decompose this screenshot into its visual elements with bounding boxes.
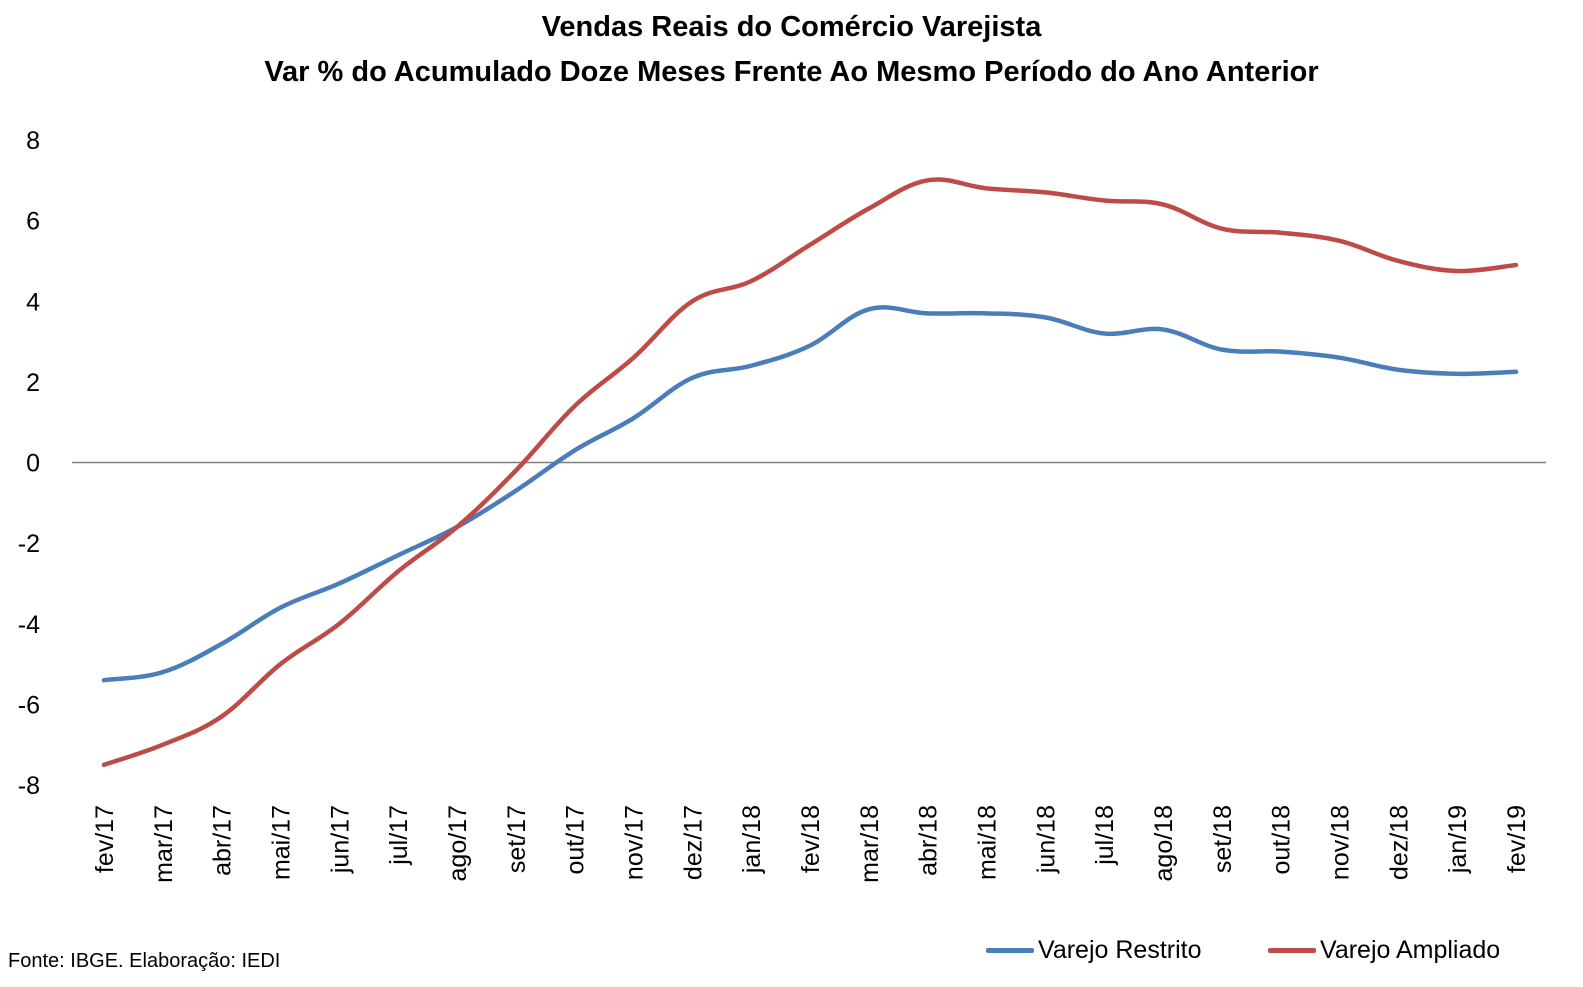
- x-tick-label: mai/18: [974, 805, 1002, 880]
- y-tick-label: 6: [26, 208, 40, 236]
- legend-label-ampliado: Varejo Ampliado: [1320, 936, 1501, 964]
- series-line-varejo-restrito: [101, 305, 1519, 683]
- x-tick-label: mar/18: [856, 805, 884, 883]
- x-tick-label: jul/17: [385, 805, 413, 866]
- x-tick-label: mar/17: [150, 805, 178, 883]
- y-axis-ticks: 8 6 4 2 0 -2 -4 -6 -8: [18, 127, 40, 800]
- y-tick-label: -4: [18, 611, 40, 639]
- x-tick-label: jun/17: [326, 805, 354, 874]
- y-tick-label: 8: [26, 127, 40, 155]
- legend-swatch-ampliado: [1268, 948, 1316, 953]
- x-axis-ticks: fev/17 mar/17 abr/17 mai/17 jun/17 jul/17 ago/…: [91, 805, 1531, 883]
- y-tick-label: 2: [26, 369, 40, 397]
- x-tick-label: jul/18: [1091, 805, 1119, 866]
- chart-title: Vendas Reais do Comércio Varejista: [541, 11, 1042, 43]
- x-tick-label: abr/18: [915, 805, 943, 876]
- x-tick-label: abr/17: [209, 805, 237, 876]
- x-tick-label: set/18: [1209, 805, 1237, 873]
- source-note: Fonte: IBGE. Elaboração: IEDI: [8, 950, 281, 972]
- x-tick-label: out/18: [1268, 805, 1296, 875]
- chart-subtitle: Var % do Acumulado Doze Meses Frente Ao …: [264, 56, 1319, 88]
- x-tick-label: fev/19: [1503, 805, 1531, 873]
- x-tick-label: nov/17: [621, 805, 649, 880]
- y-tick-label: -2: [18, 530, 40, 558]
- legend-label-restrito: Varejo Restrito: [1038, 936, 1202, 964]
- x-tick-label: ago/18: [1150, 805, 1178, 881]
- x-tick-label: ago/17: [444, 805, 472, 881]
- x-tick-label: jan/19: [1444, 805, 1472, 874]
- legend-item-varejo-ampliado: Varejo Ampliado: [1268, 936, 1500, 965]
- x-tick-label: set/17: [503, 805, 531, 873]
- y-tick-label: -6: [18, 691, 40, 719]
- y-tick-label: 0: [26, 450, 40, 478]
- x-tick-label: jan/18: [738, 805, 766, 874]
- x-tick-label: fev/17: [91, 805, 119, 873]
- x-tick-label: fev/18: [797, 805, 825, 873]
- x-tick-label: dez/17: [679, 805, 707, 880]
- x-tick-label: mai/17: [268, 805, 296, 880]
- series-lines: [101, 177, 1519, 768]
- y-tick-label: 4: [26, 288, 40, 316]
- legend-item-varejo-restrito: Varejo Restrito: [986, 936, 1202, 965]
- legend-swatch-restrito: [986, 948, 1034, 953]
- x-tick-label: out/17: [562, 805, 590, 875]
- x-tick-label: nov/18: [1327, 805, 1355, 880]
- series-line-varejo-ampliado: [101, 177, 1519, 768]
- x-tick-label: jun/18: [1032, 805, 1060, 874]
- y-tick-label: -8: [18, 772, 40, 800]
- x-tick-label: dez/18: [1385, 805, 1413, 880]
